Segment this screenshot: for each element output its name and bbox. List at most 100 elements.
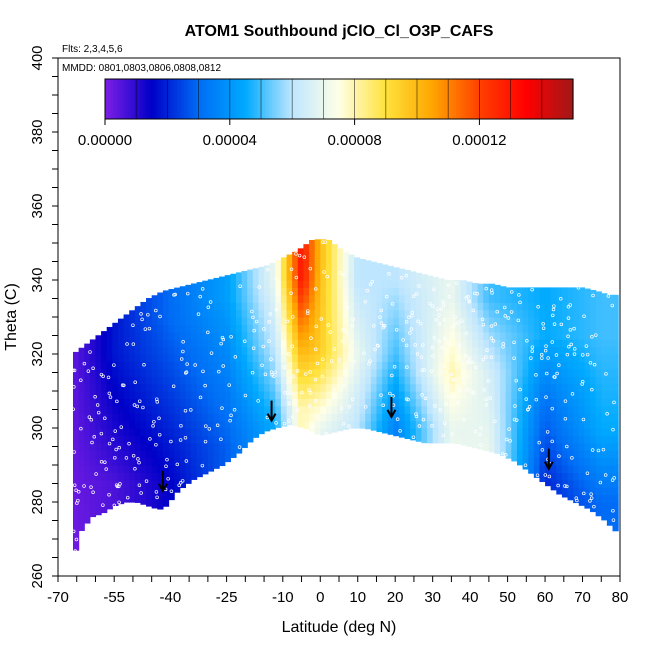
arrow-head <box>543 461 554 471</box>
heatmap-cell <box>443 280 451 288</box>
sample-point <box>555 371 559 376</box>
heatmap-cell <box>578 502 586 506</box>
heatmap-cell <box>140 324 147 333</box>
heatmap-cell <box>297 339 305 348</box>
heatmap-cell <box>247 405 254 414</box>
heatmap-cell <box>297 324 305 333</box>
heatmap-cell <box>292 339 299 348</box>
heatmap-cell <box>202 287 209 296</box>
heatmap-cell <box>235 376 243 385</box>
heatmap-cell <box>174 472 181 481</box>
heatmap-cell <box>505 361 512 370</box>
sample-point <box>103 460 107 464</box>
heatmap-cell <box>483 368 490 377</box>
heatmap-cell <box>584 317 591 325</box>
heatmap-cell <box>303 391 310 399</box>
heatmap-cell <box>550 413 557 422</box>
heatmap-cell <box>297 265 305 274</box>
heatmap-cell <box>168 479 175 488</box>
sample-point <box>76 498 80 503</box>
heatmap-cell <box>612 435 619 444</box>
heatmap-cell <box>460 339 467 348</box>
heatmap-cell <box>595 354 602 362</box>
sample-point <box>251 315 255 320</box>
sample-point <box>74 537 79 542</box>
heatmap-cell <box>325 324 333 333</box>
heatmap-cell <box>157 383 164 392</box>
dates-annotation: MMDD: 0801,0803,0806,0808,0812 <box>62 63 221 74</box>
heatmap-cell <box>606 405 614 414</box>
heatmap-cell <box>376 309 383 318</box>
colorbar-segment <box>456 79 460 119</box>
heatmap-cell <box>320 398 327 407</box>
heatmap-cell <box>241 331 248 340</box>
heatmap-cell <box>292 287 299 296</box>
heatmap-cell <box>309 376 316 385</box>
heatmap-cell <box>342 368 349 377</box>
heatmap-cell <box>488 376 496 385</box>
heatmap-cell <box>398 405 406 414</box>
heatmap-cell <box>387 272 394 281</box>
sample-point <box>416 319 420 324</box>
heatmap-cell <box>601 457 608 466</box>
colorbar-segment <box>172 79 176 119</box>
heatmap-cell <box>550 317 557 325</box>
heatmap-cell <box>123 317 130 325</box>
heatmap-cell <box>129 368 136 377</box>
heatmap-cell <box>516 287 524 296</box>
heatmap-cell <box>533 331 541 340</box>
heatmap-cell <box>590 442 597 451</box>
sample-point <box>411 435 416 439</box>
heatmap-cell <box>292 405 299 414</box>
heatmap-cell <box>247 354 254 362</box>
heatmap-cell <box>359 324 366 333</box>
sample-point <box>169 439 173 444</box>
heatmap-cell <box>78 368 85 377</box>
colorbar-segment <box>248 79 252 119</box>
heatmap-cell <box>460 354 467 362</box>
heatmap-cell <box>252 331 260 340</box>
heatmap-cell <box>584 288 591 296</box>
sample-point <box>407 315 411 320</box>
heatmap-cell <box>483 346 490 355</box>
heatmap-cell <box>539 420 546 429</box>
heatmap-cell <box>309 302 316 311</box>
heatmap-cell <box>134 420 142 429</box>
sample-point <box>543 473 548 477</box>
heatmap-cell <box>286 272 293 281</box>
heatmap-cell <box>539 287 546 296</box>
heatmap-cell <box>590 472 597 481</box>
sample-point <box>419 321 423 326</box>
heatmap-cell <box>224 294 231 303</box>
heatmap-cell <box>297 405 305 414</box>
heatmap-cell <box>112 413 119 422</box>
heatmap-cell <box>595 324 602 333</box>
heatmap-cell <box>84 509 91 518</box>
heatmap-cell <box>303 250 310 259</box>
heatmap-cell <box>500 442 507 451</box>
heatmap-cell <box>612 309 619 318</box>
heatmap-cell <box>280 272 288 281</box>
heatmap-cell <box>157 331 164 340</box>
heatmap-cell <box>342 346 349 355</box>
heatmap-cell <box>264 294 271 303</box>
heatmap-cell <box>78 376 85 385</box>
heatmap-cell <box>460 398 467 407</box>
heatmap-cell <box>466 354 473 362</box>
heatmap-cell <box>590 346 597 355</box>
heatmap-cell <box>320 257 327 266</box>
heatmap-cell <box>112 450 119 459</box>
heatmap-cell <box>89 354 97 362</box>
heatmap-cell <box>500 376 507 385</box>
heatmap-cell <box>207 361 215 370</box>
heatmap-cell <box>477 435 484 444</box>
heatmap-cell <box>168 383 175 392</box>
heatmap-cell <box>483 331 490 340</box>
sample-point <box>139 491 143 495</box>
heatmap-cell <box>314 339 321 348</box>
heatmap-cell <box>545 442 552 451</box>
heatmap-cell <box>550 442 557 451</box>
heatmap-cell <box>174 457 181 466</box>
heatmap-cell <box>252 361 260 370</box>
heatmap-cell <box>241 383 248 392</box>
